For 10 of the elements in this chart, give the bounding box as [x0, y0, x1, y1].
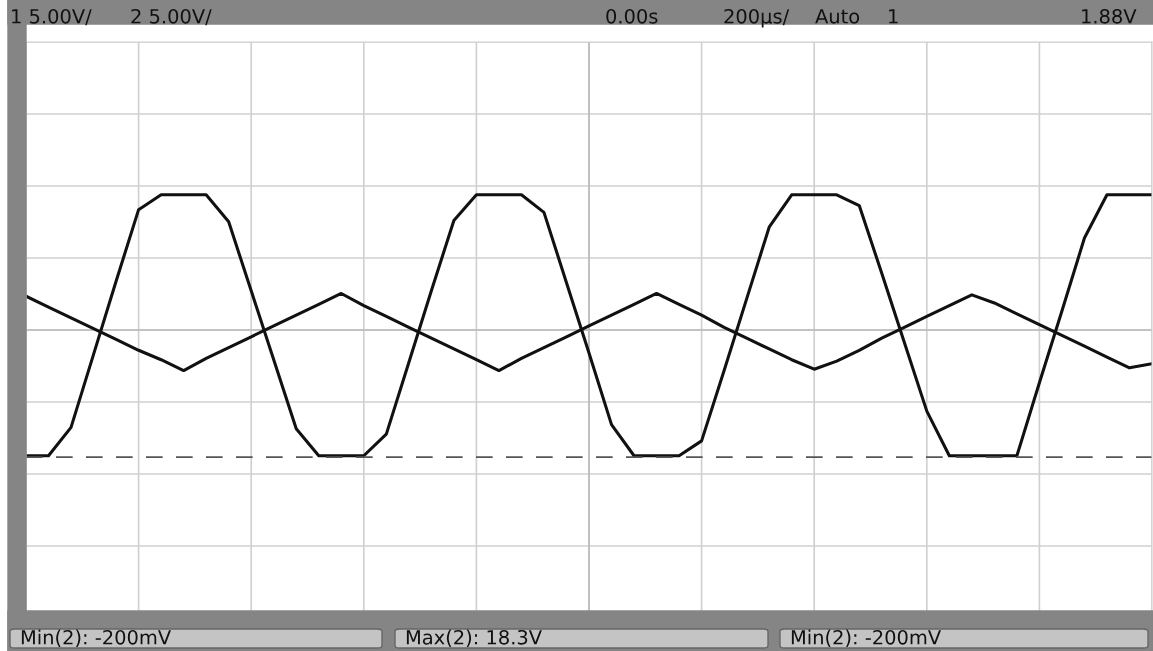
- text: 0.00s: [606, 8, 658, 24]
- text: Max(2): 18.3V: [406, 629, 542, 647]
- text: Auto: [815, 9, 860, 24]
- text: 200µs/: [724, 8, 790, 28]
- text: Min(2): -200mV: [791, 629, 941, 647]
- text: 1.88V: [1082, 8, 1137, 24]
- text: Min(2): -200mV: [21, 629, 171, 647]
- text: 1: [889, 9, 898, 24]
- text: 2 5.00V/: [131, 8, 212, 26]
- text: 1 5.00V/: [12, 8, 92, 26]
